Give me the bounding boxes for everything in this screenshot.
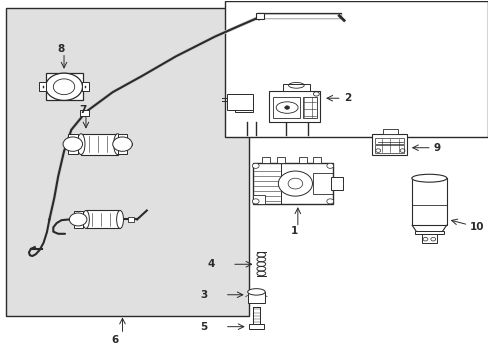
Bar — [81, 134, 118, 154]
Bar — [313, 173, 332, 194]
Circle shape — [278, 171, 312, 196]
Text: 1: 1 — [291, 226, 298, 236]
Bar — [248, 324, 264, 329]
Bar — [68, 134, 78, 154]
Bar — [224, 1, 487, 137]
Bar — [414, 230, 443, 234]
Circle shape — [63, 137, 82, 151]
Bar — [45, 73, 82, 100]
Text: 3: 3 — [200, 290, 207, 300]
Ellipse shape — [247, 289, 264, 295]
Bar — [276, 157, 284, 163]
Text: 10: 10 — [469, 222, 483, 231]
Ellipse shape — [411, 174, 446, 182]
Circle shape — [69, 213, 87, 226]
Bar — [234, 95, 252, 112]
Circle shape — [113, 137, 132, 151]
Circle shape — [326, 163, 333, 168]
Bar — [128, 217, 134, 222]
Bar — [374, 138, 403, 144]
Text: 7: 7 — [79, 105, 86, 115]
Bar — [283, 84, 309, 91]
Bar — [247, 292, 264, 303]
Bar — [374, 145, 403, 153]
Bar — [411, 178, 446, 225]
Circle shape — [284, 106, 289, 109]
Bar — [302, 97, 317, 118]
Bar — [118, 134, 127, 154]
Bar — [86, 211, 120, 228]
Bar — [262, 157, 269, 163]
Bar — [5, 8, 248, 316]
Circle shape — [252, 163, 259, 168]
Bar — [273, 97, 300, 118]
Text: 6: 6 — [111, 334, 119, 345]
Ellipse shape — [77, 134, 85, 154]
Bar — [39, 82, 46, 91]
Bar — [268, 91, 319, 122]
Polygon shape — [227, 94, 252, 110]
Circle shape — [326, 199, 333, 204]
Bar — [330, 177, 342, 190]
Ellipse shape — [117, 211, 123, 228]
Bar — [252, 163, 332, 204]
Bar — [80, 111, 89, 116]
Bar — [252, 307, 259, 324]
Circle shape — [252, 199, 259, 204]
Bar — [421, 234, 436, 243]
Text: 8: 8 — [58, 44, 64, 54]
Bar — [255, 13, 263, 19]
Text: 9: 9 — [432, 143, 440, 153]
Text: 4: 4 — [207, 259, 215, 269]
Bar — [81, 82, 89, 91]
Ellipse shape — [82, 211, 89, 228]
Bar — [252, 195, 264, 204]
Bar — [313, 157, 321, 163]
Bar — [371, 134, 406, 155]
Bar — [252, 163, 281, 204]
Text: 2: 2 — [344, 93, 351, 103]
Text: 5: 5 — [200, 322, 207, 332]
Circle shape — [45, 73, 82, 100]
Ellipse shape — [114, 134, 121, 154]
Bar — [74, 211, 82, 228]
Bar — [298, 157, 306, 163]
Bar — [382, 129, 397, 134]
